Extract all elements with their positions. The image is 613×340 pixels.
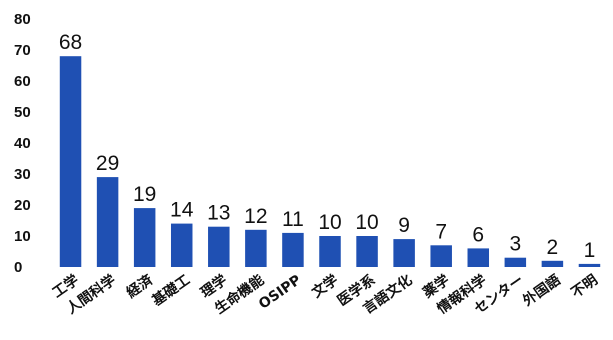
bar: [96, 177, 119, 267]
data-label: 68: [59, 31, 82, 54]
y-tick-label: 70: [14, 42, 31, 59]
bar: [467, 248, 490, 267]
data-label: 11: [282, 208, 304, 231]
data-label: 19: [133, 183, 156, 206]
bar: [282, 232, 304, 267]
bar: [319, 236, 341, 267]
bar: [208, 226, 230, 267]
data-label: 10: [318, 211, 341, 234]
data-label: 10: [355, 211, 378, 234]
bar: [504, 257, 527, 267]
y-tick-label: 80: [14, 11, 31, 28]
x-tick-label: OSIPP: [256, 272, 304, 312]
bar: [393, 239, 415, 267]
data-label: 7: [435, 220, 447, 243]
bar: [356, 236, 378, 267]
y-tick-label: 10: [14, 228, 31, 245]
y-tick-label: 50: [14, 104, 31, 121]
data-label: 29: [96, 152, 119, 175]
data-label: 3: [509, 233, 521, 256]
bar: [541, 260, 564, 267]
bar: [578, 263, 601, 267]
data-label: 13: [207, 202, 230, 225]
y-tick-label: 20: [14, 197, 31, 214]
bar: [170, 223, 193, 267]
y-tick-label: 0: [14, 259, 22, 276]
x-tick-label: 不明: [569, 272, 601, 301]
y-tick-label: 30: [14, 166, 31, 183]
data-label: 12: [244, 205, 267, 228]
data-label: 14: [170, 199, 194, 222]
bar: [59, 56, 82, 268]
x-tick-label: 基礎工: [149, 271, 193, 309]
data-label: 2: [547, 236, 559, 259]
x-tick-label: 外国語: [520, 271, 564, 309]
data-label: 6: [472, 223, 484, 246]
data-label: 9: [398, 214, 410, 237]
bar: [430, 245, 452, 267]
y-tick-label: 40: [14, 135, 31, 152]
bar: [245, 229, 267, 267]
bar: [133, 208, 156, 267]
data-label: 1: [584, 239, 596, 262]
y-tick-label: 60: [14, 73, 31, 90]
